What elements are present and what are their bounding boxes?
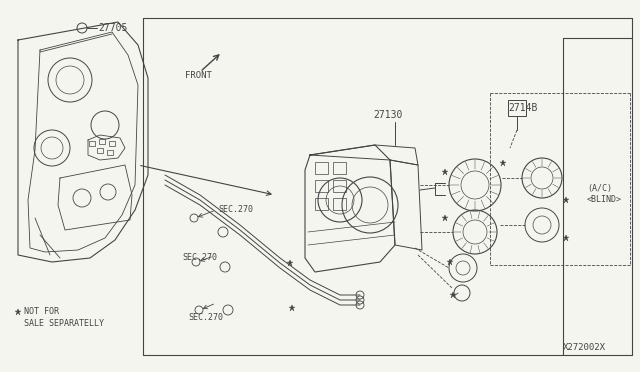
Text: SEC.270: SEC.270: [188, 312, 223, 321]
Text: 27705: 27705: [98, 23, 127, 33]
Bar: [109, 141, 115, 145]
Bar: [99, 138, 105, 144]
Bar: [315, 180, 328, 192]
Text: SALE SEPARATELLY: SALE SEPARATELLY: [24, 320, 104, 328]
Text: 27130: 27130: [373, 110, 403, 120]
Text: SEC.270: SEC.270: [182, 253, 217, 262]
Text: <BLIND>: <BLIND>: [587, 196, 622, 205]
Bar: [508, 100, 526, 116]
Text: SEC.270: SEC.270: [218, 205, 253, 215]
Text: NOT FOR: NOT FOR: [24, 308, 59, 317]
Bar: [315, 162, 328, 174]
Bar: [333, 162, 346, 174]
Bar: [107, 150, 113, 154]
Bar: [315, 198, 328, 210]
Bar: [97, 148, 103, 153]
Text: 2714B: 2714B: [508, 103, 538, 113]
Text: FRONT: FRONT: [185, 71, 212, 80]
Text: (A/C): (A/C): [587, 183, 612, 192]
Bar: [89, 141, 95, 145]
Text: X272002X: X272002X: [563, 343, 606, 353]
Bar: [333, 198, 346, 210]
Bar: [333, 180, 346, 192]
